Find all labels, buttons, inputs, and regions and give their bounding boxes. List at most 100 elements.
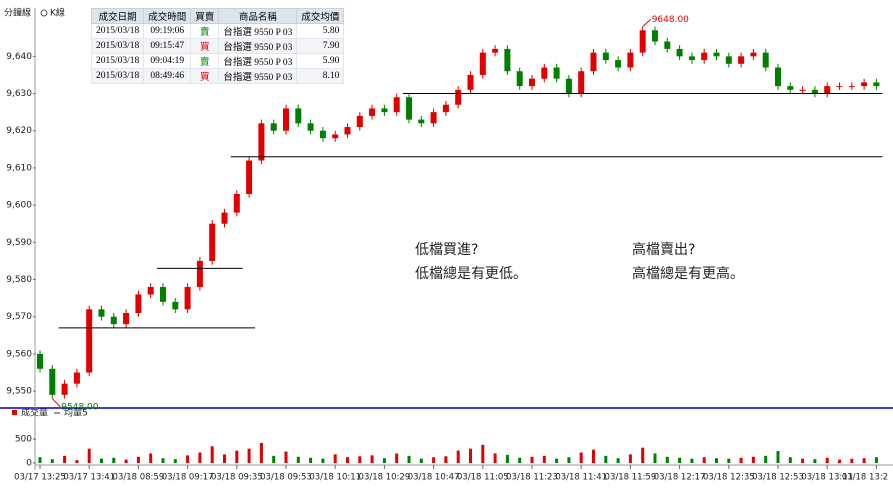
volume-bar [505,454,509,463]
candle-body [160,286,166,302]
volume-bar [370,455,374,463]
volume-bar [235,450,239,463]
candle-body [430,112,437,124]
note: 低檔買進? 低檔總是有更低。 [395,222,585,294]
candle-body [307,123,314,131]
volume-bar [309,457,313,463]
volume-bar [456,450,460,463]
note-text: 高檔總是有更高。 [632,265,744,282]
volume-bar [788,457,792,463]
table-header: 買賣 [190,8,220,24]
candle-body [861,82,868,87]
tab[interactable]: 分鐘線 [4,7,31,19]
volume-bar [542,455,546,463]
volume-bar [801,458,805,463]
candle-body [775,67,781,87]
volume-bar [690,458,694,463]
y-tick-label: 0 [26,459,32,469]
x-tick-label: 03/18 11:23 [506,473,558,483]
table-cell: 2015/03/18 [90,68,145,84]
candle-body [319,130,326,139]
volume-bar [136,456,140,463]
y-tick-label: 500 [15,435,32,445]
volume-bar [419,458,423,463]
x-tick-label: 03/18 09:17 [162,473,214,483]
table-cell: 2015/03/18 [90,38,145,54]
candle-body [762,52,769,68]
y-tick-label: 9,580 [6,275,32,285]
x-tick-label: 03/18 11:05 [457,473,509,483]
y-tick-label: 9,560 [6,349,32,359]
volume-bar [813,459,817,463]
table-row: 2015/03/18 09:04:19 賣台指選 9550 P 03 5.90 [90,53,345,69]
y-tick-label: 9,640 [6,52,32,62]
table-cell: 台指選 9550 P 03 [218,68,298,84]
volume-bar [63,455,67,463]
volume-bar [838,459,841,463]
tab-radio[interactable] [40,9,48,17]
table-cell: 2015/03/18 [90,23,145,39]
note-text: 低檔總是有更低。 [415,265,527,282]
tab[interactable]: K線 [50,7,65,19]
table-cell: 買 [190,38,220,54]
candle-body [246,160,253,194]
candle-body [516,71,523,87]
candle-body [799,89,806,91]
x-tick-label: 03/18 10:29 [359,473,411,483]
candle-body [49,368,56,395]
candle-body [147,286,154,295]
x-tick-label: 03/18 12:17 [654,473,706,483]
volume-bar [124,459,128,463]
x-tick-label: 03/18 13:11 [801,473,853,483]
y-tick-label: 9,620 [6,126,32,136]
table-cell: 買 [190,68,220,84]
candle-body [110,316,117,325]
volume-bar [38,457,42,463]
volume-bar [346,457,349,463]
candle-body [811,89,818,94]
volume-bar [469,448,472,463]
note-text: 高檔賣出? [632,241,695,258]
extreme-label: 9648.00 [652,15,689,25]
candle-body [836,86,843,88]
volume-bar [592,449,595,463]
candle-body [369,108,376,116]
volume-bar [518,457,522,463]
candle-body [442,104,449,113]
volume-bar [641,447,645,463]
table-cell: 7.90 [296,38,345,54]
table-header: 成交均價 [296,8,345,24]
candle-body [418,119,425,124]
candle-body [578,71,585,94]
y-tick-label: 9,590 [6,238,32,248]
candle-body [258,123,265,161]
candle-body [602,52,609,61]
x-tick-label: 03/18 10:11 [309,473,361,483]
volume-bar [284,451,288,463]
volume-bar [173,459,177,463]
extreme-pointer [642,19,652,27]
volume-bar [358,456,362,463]
volume-bar [776,451,780,463]
volume-bar [432,457,436,463]
volume-bar [751,456,755,463]
candle-body [750,52,757,57]
volume-bar [555,458,559,463]
table-cell: 5.80 [296,23,345,39]
candle-body [135,294,142,314]
candle-body [356,115,363,128]
table-cell: 賣 [190,53,220,69]
volume-bar [272,455,276,463]
volume-bar [259,442,263,463]
volume-bar [333,454,337,463]
x-tick-label: 03/18 11:59 [605,473,657,483]
extreme-pointer [51,398,61,408]
candle-body [37,353,43,369]
table-cell: 5.90 [296,53,345,69]
candle-body [406,97,412,120]
candle-body [455,89,462,105]
candle-body [61,383,68,395]
volume-bar [727,458,731,463]
legend-label: 均量5 [64,407,88,419]
